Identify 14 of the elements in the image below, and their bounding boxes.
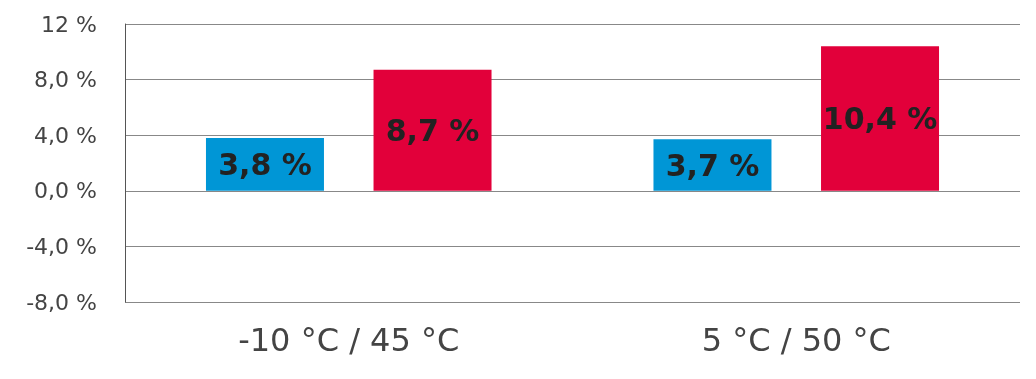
- data-label: 8,7 %: [385, 112, 480, 148]
- y-tick-label: 4,0 %: [34, 122, 97, 148]
- y-tick-label: -4,0 %: [26, 233, 97, 259]
- y-tick-label: 0,0 %: [34, 178, 97, 204]
- bar: [821, 46, 940, 191]
- y-tick-label: -8,0 %: [26, 289, 97, 315]
- x-tick-label: -10 °C / 45 °C: [238, 321, 460, 359]
- data-label: 10,4 %: [822, 101, 938, 137]
- bar: [373, 69, 492, 191]
- y-tick-label: 8,0 %: [34, 67, 97, 93]
- data-label: 3,7 %: [665, 147, 760, 183]
- data-label: 3,8 %: [218, 146, 312, 182]
- y-tick-label: 12 %: [41, 11, 97, 37]
- x-tick-label: 5 °C / 50 °C: [701, 321, 891, 359]
